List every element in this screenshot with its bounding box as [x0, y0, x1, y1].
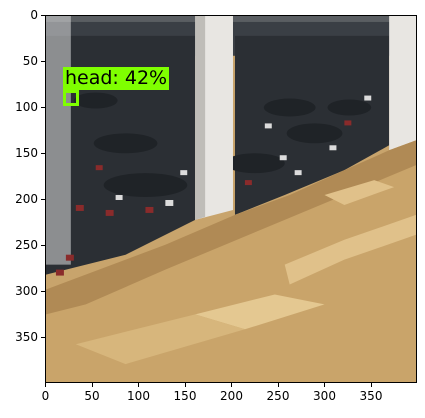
y-tick-mark: [41, 291, 45, 292]
x-tick-label: 350: [359, 389, 383, 403]
x-tick-mark: [45, 383, 46, 387]
x-tick-mark: [91, 383, 93, 387]
y-tick-mark: [41, 245, 45, 246]
table: [93, 133, 158, 154]
table: [73, 92, 118, 109]
y-tick-mark: [41, 337, 45, 338]
y-tick-mark: [41, 199, 45, 200]
table: [103, 173, 188, 198]
y-tick-mark: [41, 107, 45, 108]
x-tick-label: 150: [173, 389, 197, 403]
table: [263, 98, 316, 117]
y-tick-label: 0: [30, 7, 38, 22]
table: [286, 123, 343, 144]
x-tick-label: 250: [266, 389, 290, 403]
bleacher-step-shadow: [46, 140, 416, 315]
photo-atrium: [46, 16, 416, 382]
column-right: [389, 16, 416, 151]
table: [225, 153, 285, 174]
y-tick-label: 200: [15, 191, 38, 206]
x-tick-label: 0: [41, 389, 50, 403]
y-tick-label: 100: [15, 99, 38, 114]
x-tick-mark: [231, 383, 232, 387]
x-tick-mark: [370, 383, 372, 387]
table: [327, 99, 372, 116]
y-tick-label: 150: [15, 145, 38, 160]
bleacher-step: [75, 314, 245, 365]
bleacher-step: [195, 294, 325, 330]
x-tick-label: 100: [127, 389, 150, 403]
bleacher-step: [284, 214, 416, 285]
glass-railing: [46, 16, 71, 265]
bleacher-step: [324, 180, 395, 205]
y-tick-mark: [41, 61, 45, 62]
x-tick-mark: [184, 383, 186, 387]
x-tick-label: 50: [84, 389, 100, 403]
y-tick-mark: [41, 15, 45, 16]
x-tick-mark: [277, 383, 279, 387]
y-tick-label: 350: [15, 329, 38, 344]
y-tick-mark: [41, 153, 45, 154]
x-tick-mark: [138, 383, 139, 387]
detection-label: head: 42%: [63, 67, 170, 90]
x-tick-label: 200: [220, 389, 243, 403]
column-left-shade: [195, 16, 206, 220]
image-axes: [45, 15, 417, 383]
x-tick-label: 300: [313, 389, 336, 403]
y-tick-label: 300: [15, 283, 38, 298]
y-tick-label: 50: [22, 53, 38, 68]
x-tick-mark: [324, 383, 325, 387]
chairs: [55, 95, 372, 276]
y-tick-label: 250: [15, 237, 38, 252]
detection-box: [63, 90, 79, 106]
